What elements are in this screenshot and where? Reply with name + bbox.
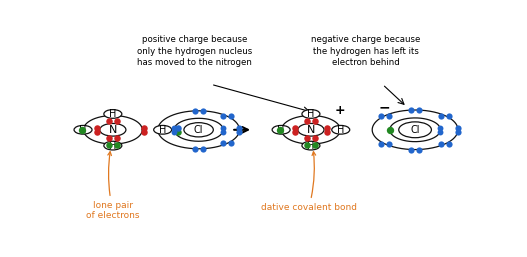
Point [276,128,284,132]
Point [407,148,415,152]
Point [104,136,113,141]
Point [190,147,199,151]
Point [174,126,182,130]
Point [104,143,113,147]
Text: dative covalent bond: dative covalent bond [261,152,357,212]
Point [302,136,311,141]
Point [386,128,394,132]
Circle shape [184,123,213,137]
Text: Cl: Cl [194,125,203,135]
Point [377,142,385,146]
Point [92,130,101,134]
Point [140,130,148,134]
Point [302,143,311,147]
Circle shape [104,109,122,118]
Text: H: H [307,109,315,119]
Text: H: H [80,125,87,135]
Point [92,126,101,130]
Point [385,114,393,118]
Point [454,130,462,134]
Circle shape [272,125,290,134]
Text: N: N [307,125,315,135]
Circle shape [302,109,320,118]
Point [113,143,121,147]
Point [199,147,207,151]
Point [311,136,319,141]
Text: H: H [277,125,285,135]
Point [104,119,113,123]
Point [311,143,319,147]
Circle shape [399,122,432,138]
Point [436,130,445,134]
Text: H: H [337,125,345,135]
Circle shape [154,125,172,134]
Point [437,142,445,146]
Point [219,126,227,130]
Point [323,126,331,130]
Point [227,114,236,118]
Text: H: H [159,125,167,135]
Point [227,141,236,145]
Point [415,148,423,152]
Text: +: + [334,105,345,117]
Point [290,126,299,130]
Text: H: H [307,141,315,151]
Text: lone pair
of electrons: lone pair of electrons [86,152,140,221]
Point [290,130,299,134]
Point [235,130,243,134]
Point [199,109,207,113]
Point [377,114,385,118]
Point [219,114,227,118]
Point [385,142,393,146]
Circle shape [298,123,324,136]
Point [407,108,415,112]
Text: −: − [378,100,391,114]
Text: positive charge because
only the hydrogen nucleus
has moved to the nitrogen: positive charge because only the hydroge… [137,35,252,67]
Circle shape [100,123,126,136]
Point [311,119,319,123]
Point [323,130,331,134]
Point [445,142,453,146]
Point [302,119,311,123]
Text: negative charge because
the hydrogen has left its
electron behind: negative charge because the hydrogen has… [311,35,421,67]
Point [77,128,86,132]
Text: H: H [109,109,116,119]
Point [113,136,121,141]
Point [454,126,462,130]
Text: H: H [109,141,116,151]
Point [415,108,423,112]
Point [140,126,148,130]
Text: N: N [109,125,117,135]
Circle shape [74,125,92,134]
Point [436,126,445,130]
Point [219,130,227,134]
Text: Cl: Cl [411,125,420,135]
Circle shape [104,141,122,150]
Point [170,130,178,134]
Point [445,114,453,118]
Point [170,126,178,130]
Point [113,119,121,123]
Point [437,114,445,118]
Circle shape [302,141,320,150]
Point [219,141,227,145]
Circle shape [332,125,350,134]
Point [190,109,199,113]
Point [235,126,243,130]
Point [174,130,182,134]
